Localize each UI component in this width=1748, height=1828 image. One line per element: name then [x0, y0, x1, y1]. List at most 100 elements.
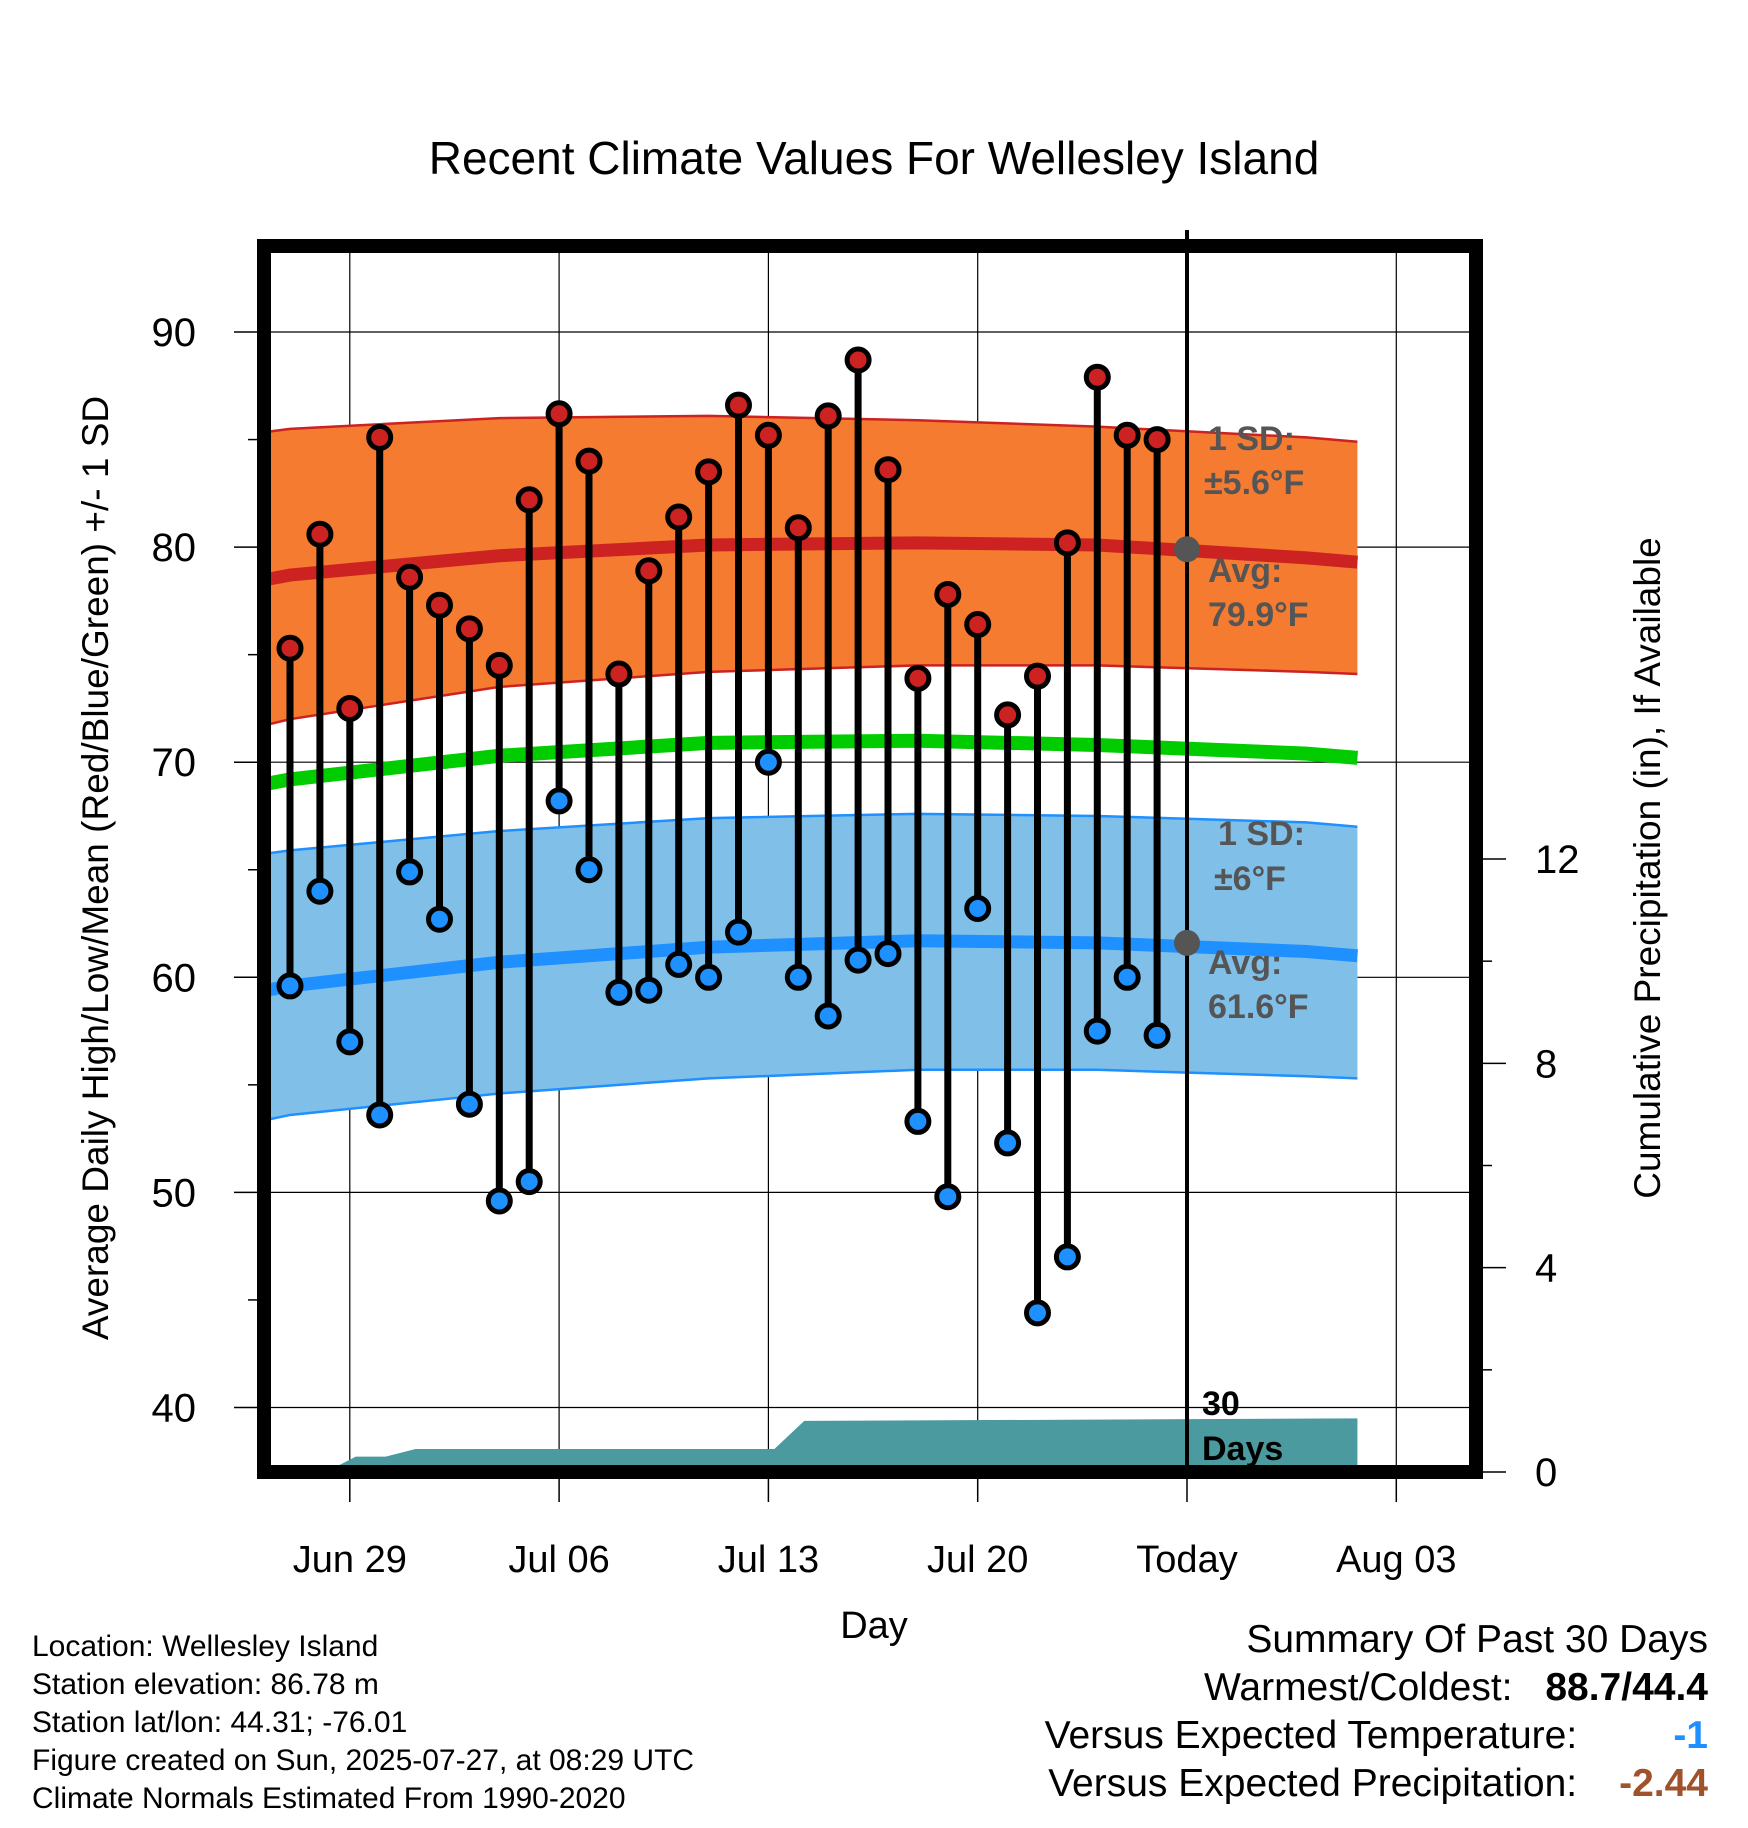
precip-area	[264, 1418, 1358, 1472]
low-point	[306, 877, 334, 905]
summary-temp: Versus Expected Temperature: -1	[1045, 1714, 1708, 1758]
low-point	[695, 963, 723, 991]
low-avg-label: Avg:	[1208, 944, 1282, 982]
low-point	[1143, 1021, 1171, 1049]
chart-title: Recent Climate Values For Wellesley Isla…	[429, 132, 1320, 184]
low-point	[605, 978, 633, 1006]
low-point	[1113, 963, 1141, 991]
low-point	[575, 856, 603, 884]
low-point	[725, 918, 752, 946]
daily-points	[276, 346, 1200, 1327]
high-normal-line	[264, 536, 1358, 587]
low-point	[784, 963, 812, 991]
high-point	[754, 421, 782, 449]
high-sd-value: ±5.6°F	[1204, 464, 1304, 502]
low-point	[1053, 1243, 1081, 1271]
high-lower-line	[264, 664, 1358, 727]
high-point	[1024, 662, 1051, 690]
high-point	[874, 456, 902, 484]
high-sd-label: 1 SD:	[1208, 420, 1295, 458]
station-info: Location: Wellesley Island Station eleva…	[32, 1628, 694, 1818]
x-tick-label: Jul 20	[927, 1539, 1028, 1581]
y-axis-label: Average Daily High/Low/Mean (Red/Blue/Gr…	[75, 396, 116, 1340]
summary-title: Summary Of Past 30 Days	[1246, 1618, 1708, 1661]
high-point	[575, 447, 603, 475]
high-point	[306, 520, 334, 548]
high-point	[964, 611, 992, 639]
daily-range-sticks	[286, 359, 1161, 1313]
high-point	[1083, 363, 1111, 391]
today-low-avg-point	[1174, 929, 1200, 956]
elevation-text: Station elevation: 86.78 m	[32, 1668, 379, 1701]
precip-label: Versus Expected Precipitation:	[1048, 1762, 1578, 1805]
y-tick-label: 70	[152, 741, 197, 785]
latlon-text: Station lat/lon: 44.31; -76.01	[32, 1706, 408, 1739]
x-tick-label: Aug 03	[1336, 1539, 1456, 1581]
y2-axis-label: Cumulative Precipitation (in), If Availa…	[1627, 537, 1668, 1199]
x-tick-label: Jul 13	[718, 1539, 819, 1581]
x-axis-label: Day	[840, 1605, 908, 1647]
temp-label: Versus Expected Temperature:	[1044, 1714, 1578, 1757]
high-point	[426, 591, 453, 619]
precip-value: -2.44	[1619, 1762, 1708, 1805]
low-point	[1083, 1017, 1111, 1045]
mean-normal-line	[264, 733, 1359, 792]
low-point	[545, 787, 573, 815]
high-point	[336, 694, 364, 722]
warm-cold-value: 88.7/44.4	[1545, 1666, 1708, 1709]
low-sd-band	[264, 813, 1358, 1121]
warm-cold-label: Warmest/Coldest:	[1204, 1666, 1513, 1709]
high-point	[844, 346, 872, 374]
high-point	[515, 486, 543, 514]
low-point	[396, 858, 424, 886]
low-upper-line	[264, 812, 1358, 856]
high-point	[904, 664, 932, 692]
y-axis-right: 0 4 8 12	[1476, 838, 1580, 1495]
high-upper-line	[264, 414, 1358, 443]
summary-warm-cold: Warmest/Coldest: 88.7/44.4	[1045, 1666, 1708, 1710]
x-axis: Jun 29 Jul 06 Jul 13 Jul 20 Today Aug 03	[293, 1472, 1457, 1581]
high-point	[994, 701, 1022, 729]
low-point	[635, 976, 663, 1004]
low-sd-label: 1 SD:	[1218, 815, 1305, 853]
y-tick-label: 50	[152, 1171, 197, 1215]
low-point	[934, 1183, 962, 1211]
days-label-word: Days	[1202, 1430, 1283, 1468]
low-point	[276, 972, 304, 1000]
high-point	[635, 557, 663, 585]
high-point	[396, 563, 424, 591]
high-avg-label: Avg:	[1208, 552, 1282, 590]
low-point	[455, 1090, 483, 1118]
low-point	[754, 748, 782, 776]
low-point	[485, 1187, 513, 1215]
low-point	[366, 1101, 394, 1129]
low-point	[1024, 1299, 1051, 1327]
high-point	[1053, 529, 1081, 557]
low-point	[515, 1168, 543, 1196]
y-tick-label: 80	[152, 526, 197, 570]
high-point	[366, 423, 394, 451]
low-point	[994, 1129, 1022, 1157]
high-point	[934, 580, 962, 608]
low-point	[964, 894, 992, 922]
low-point	[904, 1107, 932, 1135]
high-point	[1113, 421, 1141, 449]
y2-tick-label: 0	[1535, 1451, 1557, 1495]
today-high-avg-point	[1174, 536, 1200, 563]
y2-tick-label: 4	[1535, 1247, 1557, 1291]
low-sd-value: ±6°F	[1214, 860, 1286, 898]
low-point	[665, 950, 693, 978]
high-point	[814, 402, 842, 430]
low-point	[814, 1002, 842, 1030]
high-point	[455, 615, 483, 643]
high-point	[276, 634, 304, 662]
created-text: Figure created on Sun, 2025-07-27, at 08…	[32, 1744, 695, 1777]
y2-tick-label: 8	[1535, 1042, 1557, 1086]
low-point	[844, 946, 872, 974]
y2-tick-label: 12	[1535, 838, 1580, 882]
low-point	[336, 1028, 364, 1056]
summary-panel: Summary Of Past 30 Days Warmest/Coldest:…	[1045, 1618, 1708, 1806]
low-avg-value: 61.6°F	[1208, 988, 1309, 1026]
summary-precip: Versus Expected Precipitation: -2.44	[1045, 1762, 1708, 1806]
days-label-count: 30	[1202, 1385, 1240, 1423]
